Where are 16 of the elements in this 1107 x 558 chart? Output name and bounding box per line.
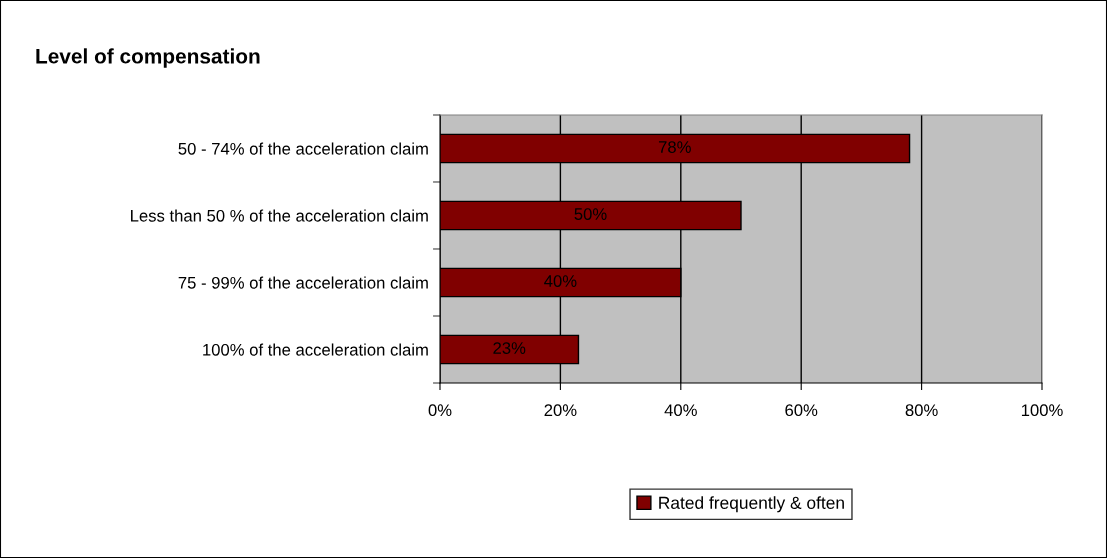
y-tick-label: 50 - 74% of the acceleration claim — [178, 142, 428, 155]
x-tick-label: 20% — [544, 404, 577, 417]
x-tick-label: 100% — [1021, 404, 1063, 417]
data-label: 23% — [493, 342, 526, 354]
data-label: 40% — [544, 275, 577, 287]
y-tick-label: 100% of the acceleration claim — [203, 343, 428, 356]
x-tick-label: 0% — [428, 404, 452, 417]
x-tick-label: 60% — [785, 404, 818, 417]
data-label: 78% — [658, 141, 691, 153]
legend-label: Rated frequently & often — [659, 496, 844, 513]
x-tick-label: 80% — [905, 404, 938, 417]
data-label: 50% — [574, 208, 607, 220]
y-tick-label: 75 - 99% of the acceleration claim — [178, 276, 428, 289]
text: Level of compensation — [36, 48, 260, 68]
x-tick-label: 40% — [664, 404, 697, 417]
y-tick-label: Less than 50 % of the acceleration claim — [131, 209, 428, 222]
